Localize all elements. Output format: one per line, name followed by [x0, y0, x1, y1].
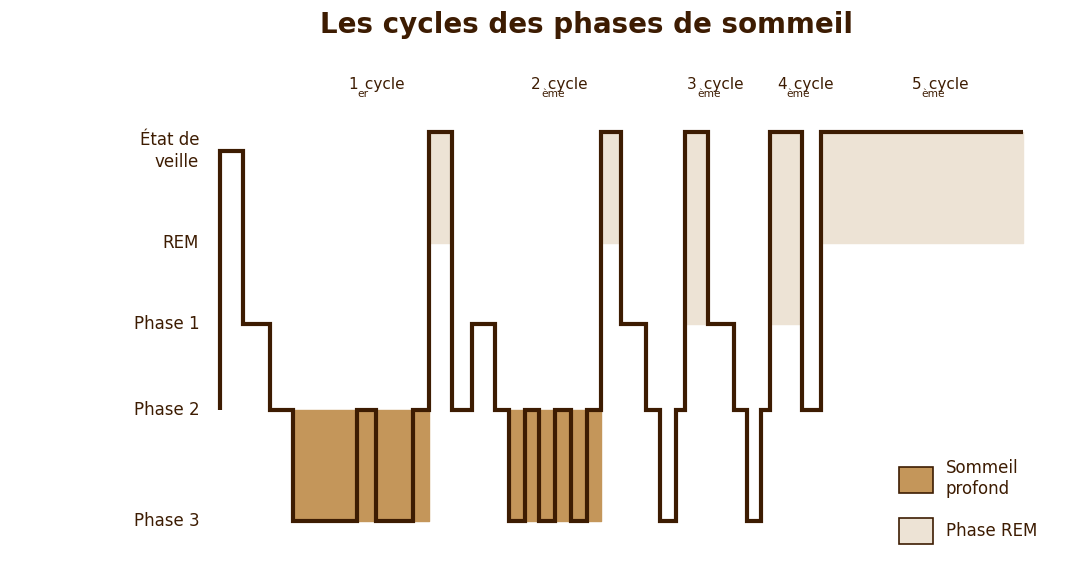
Text: ème: ème	[786, 89, 810, 99]
Text: cycle: cycle	[789, 77, 833, 92]
Text: er: er	[357, 89, 368, 99]
Text: cycle: cycle	[360, 77, 404, 92]
Text: État de
veille: État de veille	[140, 131, 200, 171]
Text: 5: 5	[912, 77, 922, 92]
Text: cycle: cycle	[699, 77, 744, 92]
Text: Phase 2: Phase 2	[133, 401, 200, 419]
Text: cycle: cycle	[924, 77, 969, 92]
Text: 4: 4	[777, 77, 786, 92]
Text: ème: ème	[541, 89, 564, 99]
Legend: Sommeil
profond, Phase REM: Sommeil profond, Phase REM	[899, 459, 1037, 544]
Text: 2: 2	[531, 77, 541, 92]
Text: ème: ème	[922, 89, 945, 99]
Text: REM: REM	[163, 234, 200, 252]
Title: Les cycles des phases de sommeil: Les cycles des phases de sommeil	[320, 11, 854, 39]
Text: ème: ème	[697, 89, 720, 99]
Text: Phase 3: Phase 3	[133, 512, 200, 530]
Text: Phase 1: Phase 1	[133, 314, 200, 332]
Text: 1: 1	[348, 77, 357, 92]
Text: 3: 3	[687, 77, 697, 92]
Text: cycle: cycle	[543, 77, 588, 92]
